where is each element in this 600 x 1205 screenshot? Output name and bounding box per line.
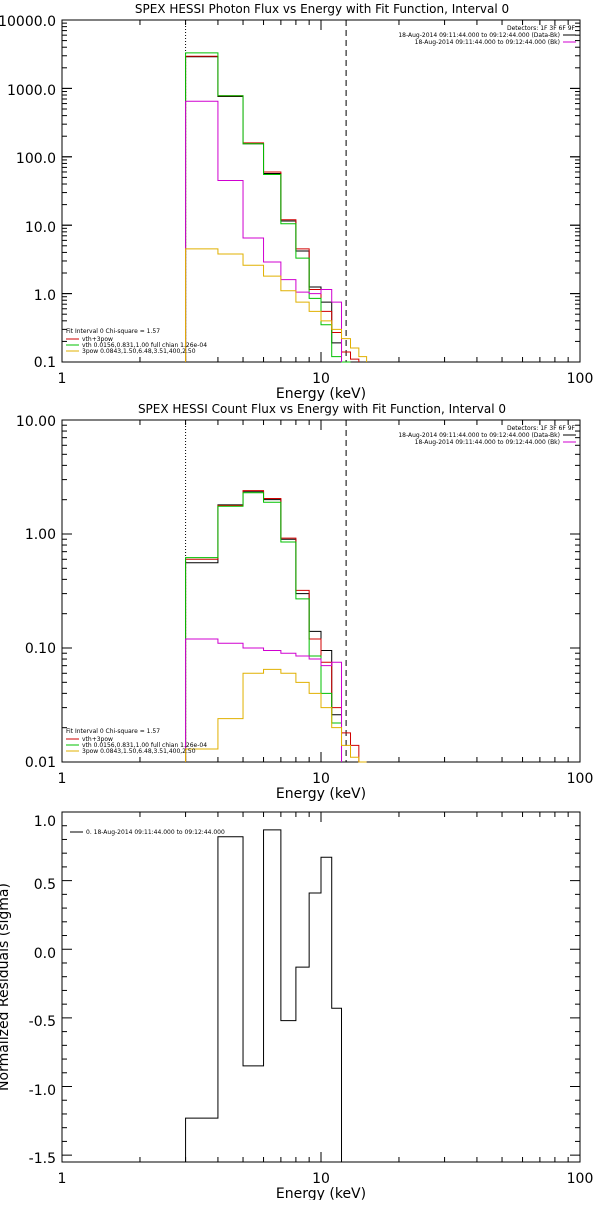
panel-2-legend-vth3pow: vth+3pow xyxy=(82,736,113,743)
panel-3-ticks xyxy=(61,811,581,1162)
panel-1-xtick-100: 100 xyxy=(567,371,594,387)
panel-1-legend-data-bk: 18-Aug-2014 09:11:44.000 to 09:12:44.000… xyxy=(398,32,560,39)
panel-2-xlabel: Energy (keV) xyxy=(276,786,366,802)
panel-3-xtick-1: 1 xyxy=(58,1171,67,1187)
panel-3-legend-text: 0. 18-Aug-2014 09:11:44.000 to 09:12:44.… xyxy=(86,829,225,836)
series-1-2-histogram xyxy=(185,492,343,762)
panel-3-ytick-1.0: 1.0 xyxy=(34,814,56,830)
panel-2-legend-bk: 18-Aug-2014 09:11:44.000 to 09:12:44.000… xyxy=(415,439,560,446)
series-2-0-histogram xyxy=(185,829,343,1162)
panel-1-ytick-10000: 10000.0 xyxy=(0,14,56,30)
panel-3-ytick-0.0: 0.0 xyxy=(34,946,56,962)
panel-3-xtick-100: 100 xyxy=(567,1171,594,1187)
series-1-0-histogram xyxy=(185,491,343,762)
panel-3-xlabel: Energy (keV) xyxy=(276,1186,366,1200)
panel-2-ticks xyxy=(61,419,581,763)
panel-1-legend-detectors: Detectors: 1F 3F 6F 9F xyxy=(507,25,576,32)
series-0-0-histogram xyxy=(185,56,343,362)
panel-2-ytick-0.10: 0.10 xyxy=(25,641,56,657)
panel-2-ytick-1.00: 1.00 xyxy=(25,527,56,543)
series-1-3-histogram xyxy=(185,638,343,762)
panel-2-legend-detectors: Detectors: 1F 3F 6F 9F xyxy=(507,425,576,432)
panel-2-xtick-1: 1 xyxy=(58,771,67,787)
panel-1-legend-bk: 18-Aug-2014 09:11:44.000 to 09:12:44.000… xyxy=(415,39,560,46)
panel-1-xtick-1: 1 xyxy=(58,371,67,387)
panel-1-legend-vth3pow: vth+3pow xyxy=(82,336,113,343)
panel-2-legend-fit: Fit Interval 0 Chi-square = 1.57 xyxy=(66,728,160,735)
series-1-4-histogram xyxy=(185,668,367,763)
panel-3-ylabel: Normalized Residuals (sigma) xyxy=(0,883,12,1091)
panel-residuals: 1 10 100 -1.5 -1.0 -0.5 0.0 0.5 1.0 Ener… xyxy=(0,811,594,1202)
panel-2-legend-vth: vth 0.0156,0.831,1.00 full chian 1.26e-0… xyxy=(82,742,207,749)
panel-2-xtick-100: 100 xyxy=(567,771,594,787)
panel-3-ytick-0.5: 0.5 xyxy=(34,877,56,893)
series-1-1-histogram xyxy=(185,490,367,763)
panel-1-legend-fit: Fit Interval 0 Chi-square = 1.57 xyxy=(66,328,160,335)
panel-3-plot-area xyxy=(185,829,343,1162)
panel-3-ytick-m0.5: -0.5 xyxy=(29,1014,56,1030)
panel-1-ytick-1000: 1000.0 xyxy=(7,83,56,99)
panel-1-legend-3pow: 3pow 0.0843,1.50,6.48,3.51,400,2.50 xyxy=(82,348,196,355)
panel-1-legend-vth: vth 0.0156,0.831,1.00 full chian 1.26e-0… xyxy=(82,342,207,349)
panel-1-title: SPEX HESSI Photon Flux vs Energy with Fi… xyxy=(135,2,509,16)
panel-2-plot-area xyxy=(185,420,367,763)
panel-3-ytick-m1.0: -1.0 xyxy=(29,1083,56,1099)
panel-1-ytick-0.1: 0.1 xyxy=(34,355,56,371)
panel-1-plot-area xyxy=(185,20,368,363)
panel-3-xtick-10: 10 xyxy=(312,1171,330,1187)
panel-2-frame xyxy=(61,419,581,763)
panel-1-ytick-1: 1.0 xyxy=(34,288,56,304)
panel-2-ytick-0.01: 0.01 xyxy=(25,755,56,771)
panel-2-ytick-10.00: 10.00 xyxy=(16,414,56,430)
panel-2-title: SPEX HESSI Count Flux vs Energy with Fit… xyxy=(138,402,506,416)
panel-1-xtick-10: 10 xyxy=(312,371,330,387)
panel-3-ytick-m1.5: -1.5 xyxy=(29,1151,56,1167)
series-0-4-histogram xyxy=(185,248,368,362)
panel-2-legend-3pow: 3pow 0.0843,1.50,6.48,3.51,400,2.50 xyxy=(82,748,196,755)
panel-1-xlabel: Energy (keV) xyxy=(276,386,366,402)
series-0-3-histogram xyxy=(185,100,343,362)
panel-count-flux: SPEX HESSI Count Flux vs Energy with Fit… xyxy=(16,402,593,802)
panel-1-ytick-100: 100.0 xyxy=(16,151,56,167)
panel-photon-flux: SPEX HESSI Photon Flux vs Energy with Fi… xyxy=(0,2,593,402)
panel-2-legend-data-bk: 18-Aug-2014 09:11:44.000 to 09:12:44.000… xyxy=(398,432,560,439)
series-0-2-histogram xyxy=(185,52,351,363)
panel-2-xtick-10: 10 xyxy=(312,771,330,787)
panel-1-ticks xyxy=(61,19,581,363)
panel-1-ytick-10: 10.0 xyxy=(25,220,56,236)
series-0-1-histogram xyxy=(185,55,360,362)
